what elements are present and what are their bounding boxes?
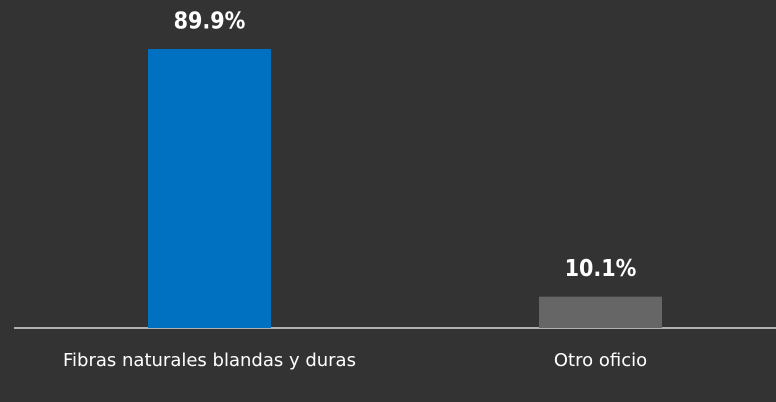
bar (148, 49, 271, 328)
x-tick-label: Otro oficio (554, 350, 647, 371)
value-label: 10.1% (565, 256, 637, 282)
value-label: 89.9% (174, 9, 246, 35)
x-tick-label: Fibras naturales blandas y duras (63, 350, 356, 371)
bar (539, 296, 662, 328)
